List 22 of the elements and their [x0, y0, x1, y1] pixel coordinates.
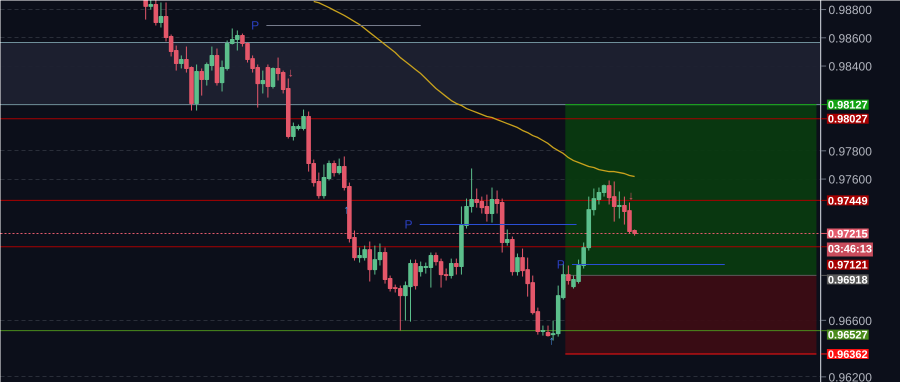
annotation: ↓ — [628, 188, 634, 203]
annotation: P — [251, 18, 260, 33]
y-tick-label: 0.98600 — [828, 31, 872, 46]
y-tick-label: 0.96600 — [828, 314, 872, 328]
text: 03:46:13 — [828, 243, 872, 256]
ref-line-label: 0.96918 — [828, 274, 868, 286]
ref-line-label: 0.97449 — [828, 195, 868, 208]
annotation: ↓ — [288, 66, 294, 80]
y-tick-label: 0.97600 — [828, 172, 872, 187]
ref-line-label: 0.97215 — [828, 228, 868, 240]
ref-line-label: 0.98027 — [828, 114, 868, 126]
ref-line-label: 0.98127 — [828, 100, 868, 112]
ref-line-label: 0.97121 — [828, 260, 868, 272]
y-tick-label: 0.97800 — [828, 144, 872, 158]
y-tick-label: 0.98800 — [828, 3, 872, 18]
ref-line-label: 0.96527 — [828, 330, 868, 342]
ref-line-label: 0.96362 — [828, 348, 868, 361]
annotation: ↑ — [548, 334, 555, 348]
annotation: P — [404, 218, 412, 232]
annotation: P — [556, 258, 565, 272]
y-tick-label: 0.96200 — [828, 370, 872, 382]
y-tick-label: 0.98400 — [828, 60, 872, 74]
